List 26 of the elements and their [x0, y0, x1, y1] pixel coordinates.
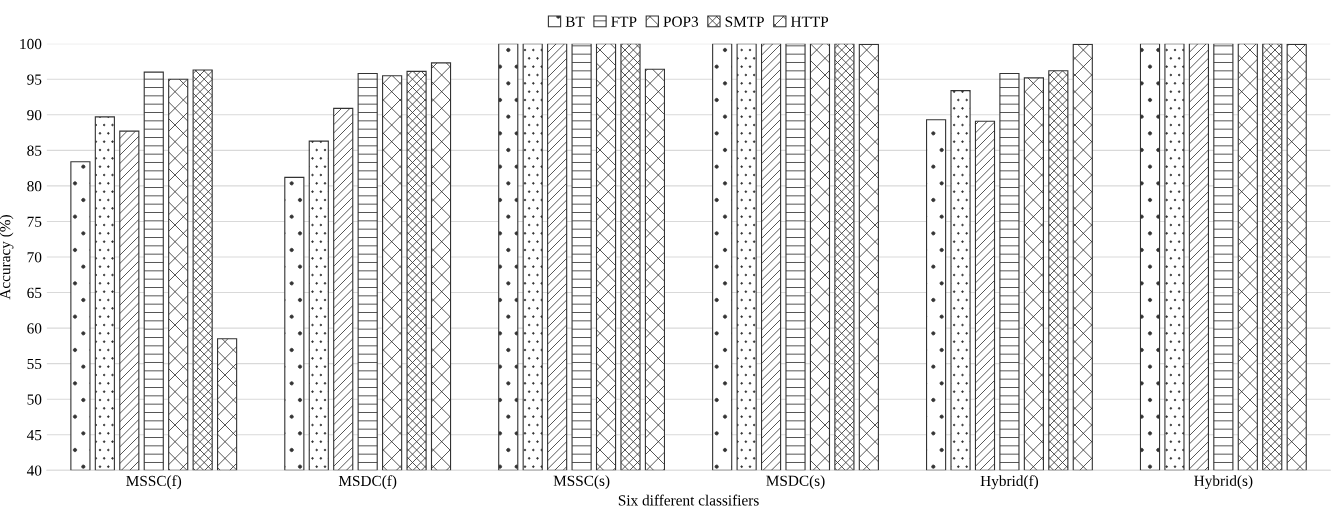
legend-label: BT [565, 16, 585, 27]
x-tick-label: MSSC(f) [126, 475, 182, 490]
legend-label: FTP [611, 16, 637, 27]
x-tick-label: MSDC(s) [766, 475, 825, 490]
y-tick-label: 80 [27, 181, 42, 192]
y-tick-label: 45 [26, 430, 42, 441]
x-tick-label: MSSC(s) [553, 475, 610, 490]
y-tick-label: 40 [26, 465, 42, 476]
x-tick-label: MSDC(f) [338, 475, 397, 490]
y-tick-label: 55 [27, 358, 42, 370]
y-tick-label: 50 [27, 394, 42, 405]
y-tick-label: 100 [20, 38, 42, 50]
y-tick-label: 60 [27, 323, 42, 334]
legend-label: HTTP [790, 16, 829, 27]
y-axis-title: Accuracy (%) [0, 215, 14, 300]
x-axis-title: Six different classifiers [618, 494, 759, 506]
y-tick-label: 75 [27, 216, 42, 227]
y-tick-label: 90 [27, 109, 42, 121]
x-tick-label: Hybrid(f) [980, 475, 1039, 490]
y-tick-label: 70 [27, 252, 42, 263]
y-tick-label: 65 [27, 287, 42, 298]
legend-label: SMTP [725, 16, 764, 27]
legend-label: POP3 [663, 16, 699, 27]
x-tick-label: Hybrid(s) [1194, 475, 1253, 490]
y-tick-label: 85 [27, 145, 42, 156]
y-tick-label: 95 [27, 74, 42, 85]
